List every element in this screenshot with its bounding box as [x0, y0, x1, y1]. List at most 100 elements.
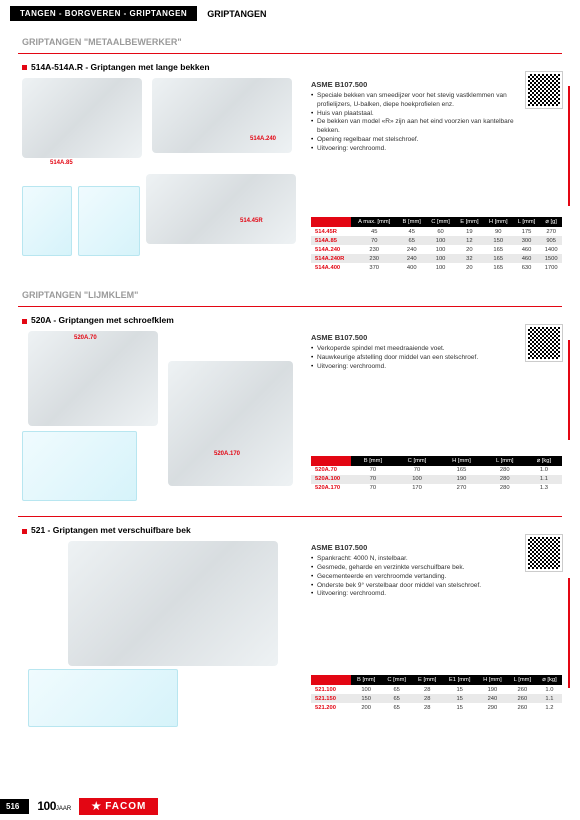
page-title: GRIPTANGEN [197, 9, 266, 19]
spec-table: A max. [mm]B [mm]C [mm]E [mm]H [mm]L [mm… [311, 217, 562, 272]
callout-label: 514A.240 [250, 136, 276, 142]
subheading-glue: GRIPTANGEN "LIJMKLEM" [0, 280, 580, 304]
cell: 1.1 [537, 694, 562, 703]
cell: 280 [484, 484, 526, 493]
cell: 15 [442, 703, 477, 712]
col-header: C [mm] [381, 675, 412, 685]
cell: 514A.400 [311, 263, 351, 272]
feature-list: Verkoperde spindel met meedraaiende voet… [311, 345, 562, 371]
cell: 70 [395, 466, 439, 475]
cell: 70 [351, 236, 397, 245]
feature-item: De bekken van model «R» zijn aan het ein… [311, 118, 518, 136]
cell: 514.45R [311, 227, 351, 236]
section-514a: 514A-514A.R - Griptangen met lange bekke… [0, 54, 580, 280]
cell: 300 [513, 236, 541, 245]
cell: 100 [426, 263, 455, 272]
section-520a: 520A - Griptangen met schroefklem 520A.7… [0, 307, 580, 514]
cell: 70 [351, 466, 395, 475]
qr-code [526, 72, 562, 108]
cell: 1.0 [526, 466, 562, 475]
cell: 100 [426, 245, 455, 254]
callout-label: 520A.170 [214, 451, 240, 457]
table-row: 520A.170701702702801.3 [311, 484, 562, 493]
cell: 165 [439, 466, 483, 475]
product-photo [22, 78, 142, 158]
cell: 70 [351, 475, 395, 484]
col-header: L [mm] [513, 217, 541, 227]
feature-item: Opening regelbaar met stelschroef. [311, 136, 518, 145]
cell: 190 [439, 475, 483, 484]
feature-item: Huis van plaatstaal. [311, 110, 518, 119]
cell: 240 [477, 694, 508, 703]
product-images: 514A.85 514A.240 514.45R [18, 78, 303, 268]
cell: 15 [442, 694, 477, 703]
product-photo [68, 541, 278, 666]
description-column: ASME B107.500 Spankracht: 4000 N, instel… [311, 541, 562, 731]
table-row: 520A.7070701652801.0 [311, 466, 562, 475]
table-row: 520A.100701001902801.1 [311, 475, 562, 484]
cell: 28 [412, 694, 442, 703]
section-title: 521 - Griptangen met verschuifbare bek [22, 525, 562, 535]
col-header [311, 217, 351, 227]
col-header: L [mm] [508, 675, 537, 685]
cell: 521.150 [311, 694, 351, 703]
cell: 32 [455, 254, 484, 263]
cell: 240 [397, 245, 426, 254]
cell: 1700 [540, 263, 562, 272]
feature-item: Spankracht: 4000 N, instelbaar. [311, 555, 518, 564]
cell: 270 [439, 484, 483, 493]
feature-item: Onderste bek 9° verstelbaar door middel … [311, 582, 518, 591]
table-row: 521.1501506528152402601.1 [311, 694, 562, 703]
table-row: 514A.240230240100201654601400 [311, 245, 562, 254]
standard-code: ASME B107.500 [311, 543, 562, 552]
cell: 175 [513, 227, 541, 236]
cell: 100 [426, 236, 455, 245]
col-header: C [mm] [426, 217, 455, 227]
cell: 240 [397, 254, 426, 263]
table-row: 521.2002006528152902601.2 [311, 703, 562, 712]
cell: 28 [412, 685, 442, 694]
cell: 190 [477, 685, 508, 694]
cell: 1.3 [526, 484, 562, 493]
feature-item: Gecementeerde en verchroomde vertanding. [311, 573, 518, 582]
cell: 230 [351, 254, 397, 263]
feature-item: Nauwkeurige afstelling door middel van e… [311, 354, 518, 363]
feature-item: Uitvoering: verchroomd. [311, 590, 518, 599]
product-photo [168, 361, 293, 486]
dimension-diagram [78, 186, 140, 256]
cell: 260 [508, 703, 537, 712]
cell: 19 [455, 227, 484, 236]
section-title: 514A-514A.R - Griptangen met lange bekke… [22, 62, 562, 72]
bullet-icon [22, 529, 27, 534]
subheading-metal: GRIPTANGEN "METAALBEWERKER" [0, 27, 580, 51]
cell: 520A.70 [311, 466, 351, 475]
cell: 12 [455, 236, 484, 245]
cell: 1500 [540, 254, 562, 263]
dimension-diagram [22, 186, 72, 256]
col-header: E [mm] [455, 217, 484, 227]
feature-list: Speciale bekken van smeedijzer voor het … [311, 92, 562, 153]
anniversary-badge: 100JAAR [37, 799, 71, 813]
cell: 460 [513, 245, 541, 254]
breadcrumb: TANGEN - BORGVEREN - GRIPTANGEN [10, 6, 197, 21]
col-header: C [mm] [395, 456, 439, 466]
cell: 165 [484, 254, 513, 263]
feature-item: Gesmede, geharde en verzinkte verschuifb… [311, 564, 518, 573]
cell: 100 [426, 254, 455, 263]
feature-item: Speciale bekken van smeedijzer voor het … [311, 92, 518, 110]
cell: 90 [484, 227, 513, 236]
table-row: 514A.240R230240100321654601500 [311, 254, 562, 263]
dimension-diagram [28, 669, 178, 727]
cell: 65 [381, 694, 412, 703]
spec-table: B [mm]C [mm]E [mm]E1 [mm]H [mm]L [mm]⌀ [… [311, 675, 562, 712]
cell: 65 [381, 703, 412, 712]
col-header: H [mm] [484, 217, 513, 227]
col-header: ⌀ [g] [540, 217, 562, 227]
feature-item: Uitvoering: verchroomd. [311, 145, 518, 154]
section-title: 520A - Griptangen met schroefklem [22, 315, 562, 325]
standard-code: ASME B107.500 [311, 333, 562, 342]
col-header: E1 [mm] [442, 675, 477, 685]
cell: 514A.240R [311, 254, 351, 263]
cell: 100 [395, 475, 439, 484]
bullet-icon [22, 65, 27, 70]
